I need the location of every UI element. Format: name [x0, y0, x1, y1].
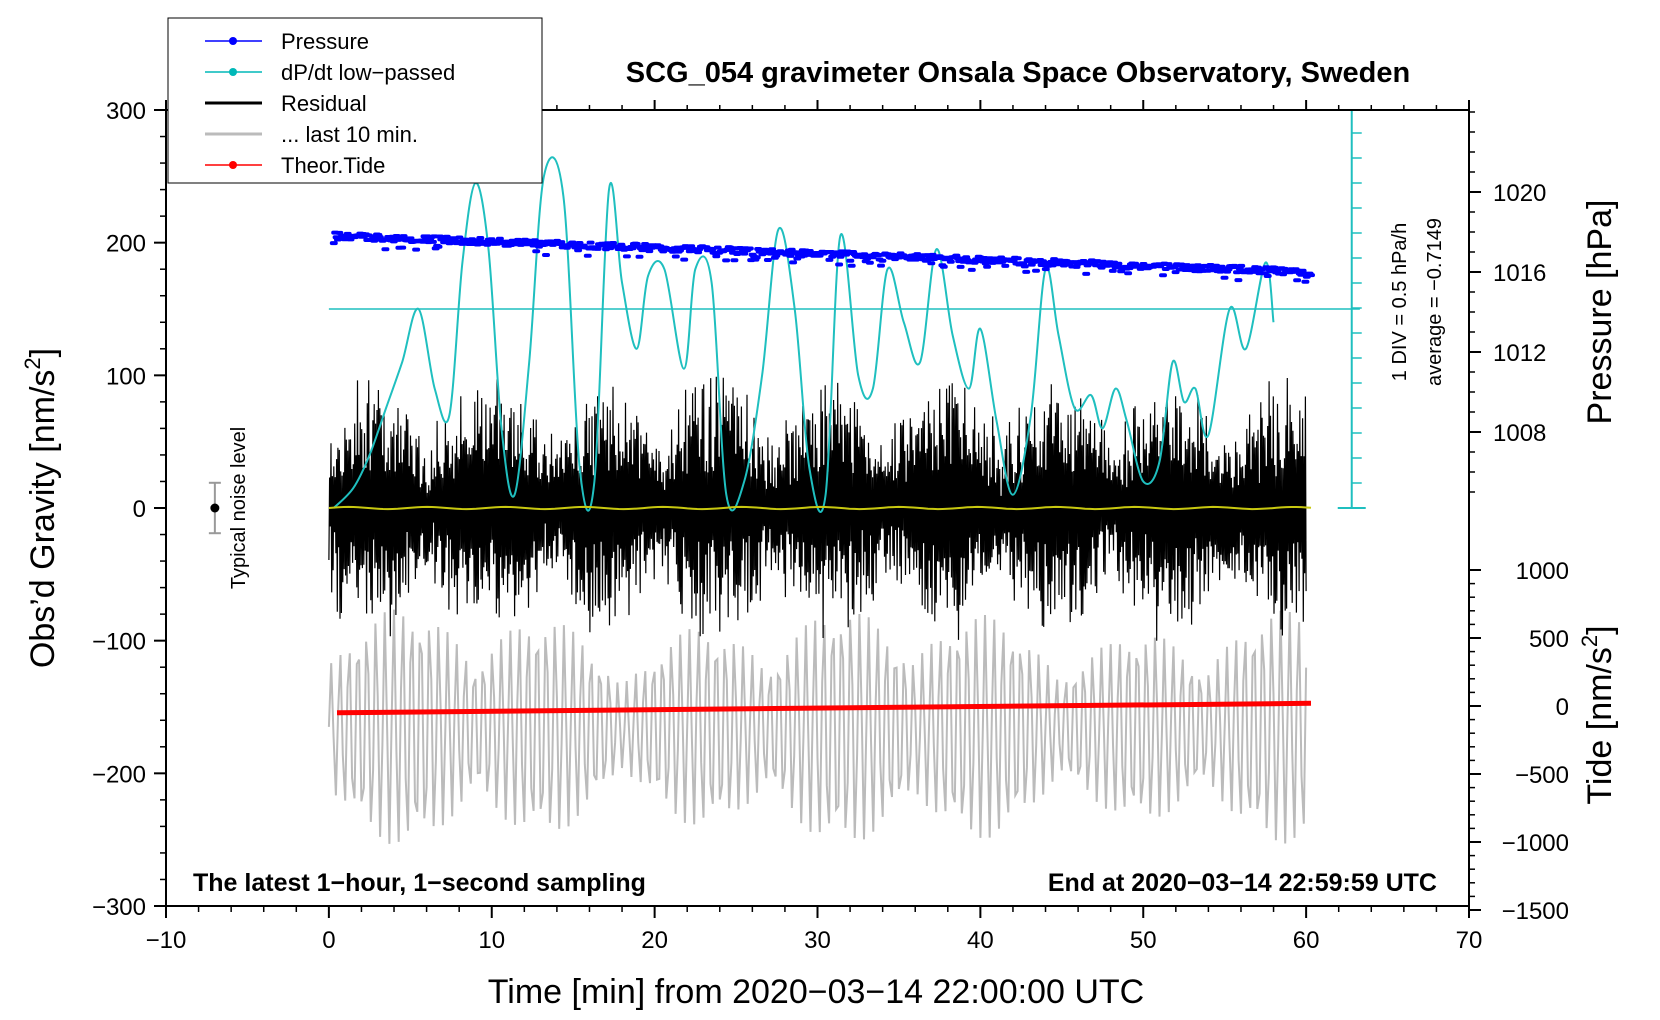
y-tick-label: −200	[92, 761, 146, 788]
last-10-min-series	[327, 609, 1308, 844]
x-tick-label: 20	[641, 927, 668, 954]
y-tick-label: −100	[92, 629, 146, 656]
pressure-tick-label: 1020	[1493, 180, 1546, 207]
theor-tide-line	[336, 700, 1312, 716]
y-tick-label: 100	[106, 363, 146, 390]
x-tick-label: 40	[967, 927, 994, 954]
x-tick-label: 30	[804, 927, 831, 954]
legend-marker	[229, 68, 237, 76]
y-axis-title-pressure: Pressure [hPa]	[1581, 200, 1619, 425]
pressure-tick-label: 1012	[1493, 340, 1546, 367]
legend-label: ... last 10 min.	[281, 122, 418, 147]
last-10-min-line	[327, 609, 1308, 844]
pressure-series	[329, 230, 1315, 284]
noise-level-label: Typical noise level	[228, 427, 250, 589]
tide-tick-label: 1000	[1516, 558, 1569, 585]
residual-series	[328, 376, 1307, 641]
legend-label: Pressure	[281, 29, 369, 54]
x-axis-title: Time [min] from 2020−03−14 22:00:00 UTC	[488, 973, 1144, 1011]
legend: Pressure dP/dt low−passed Residual ... last…	[167, 17, 543, 184]
pressure-tick-label: 1008	[1493, 420, 1546, 447]
legend-label: Residual	[281, 91, 367, 116]
dpdt-line	[333, 156, 1275, 513]
tide-tick-label: 500	[1529, 626, 1569, 653]
y-tick-label: 0	[133, 496, 146, 523]
y-axis-title-left: Obs’d Gravity [nm/s2]	[20, 348, 62, 668]
dpdt-average-label: average = −0.7149	[1424, 218, 1446, 386]
tide-tick-label: 0	[1556, 694, 1569, 721]
footer-sampling: The latest 1−hour, 1−second sampling	[193, 869, 646, 897]
y-tick-label: 300	[106, 98, 146, 125]
residual-smoothed-line	[328, 505, 1312, 511]
legend-label: dP/dt low−passed	[281, 60, 455, 85]
pressure-tick-label: 1016	[1493, 260, 1546, 287]
x-tick-label: −10	[146, 927, 187, 954]
noise-dot	[210, 503, 220, 513]
x-tick-label: 60	[1293, 927, 1320, 954]
y-tick-label: −300	[92, 894, 146, 921]
dpdt-scale-label: 1 DIV = 0.5 hPa/h	[1389, 223, 1411, 381]
pressure-dots	[329, 230, 1315, 284]
x-tick-label: 70	[1456, 927, 1483, 954]
legend-box	[167, 17, 543, 184]
residual-line	[328, 376, 1307, 641]
noise-level-marker	[208, 481, 221, 535]
tide-tick-label: −1500	[1502, 898, 1569, 925]
dpdt-series	[328, 156, 1360, 513]
axes: −10 0 10 20 30 40 50 60 703002001000−100−200−300…	[92, 98, 1569, 954]
theor-tide-series	[336, 700, 1312, 716]
x-tick-label: 50	[1130, 927, 1157, 954]
footer-end-time: End at 2020−03−14 22:59:59 UTC	[1048, 869, 1437, 897]
x-tick-label: 10	[478, 927, 505, 954]
tide-tick-label: −1000	[1502, 830, 1569, 857]
legend-marker	[229, 161, 237, 169]
dpdt-scale-axis	[1337, 110, 1366, 509]
y-axis-title-tide: Tide [nm/s2]	[1577, 625, 1619, 804]
y-tick-label: 200	[106, 231, 146, 258]
chart-title: SCG_054 gravimeter Onsala Space Observat…	[626, 57, 1410, 89]
residual-smoothed-series	[328, 505, 1312, 511]
tide-tick-label: −500	[1515, 762, 1569, 789]
legend-marker	[229, 37, 237, 45]
x-tick-label: 0	[322, 927, 335, 954]
legend-label: Theor.Tide	[281, 153, 385, 178]
